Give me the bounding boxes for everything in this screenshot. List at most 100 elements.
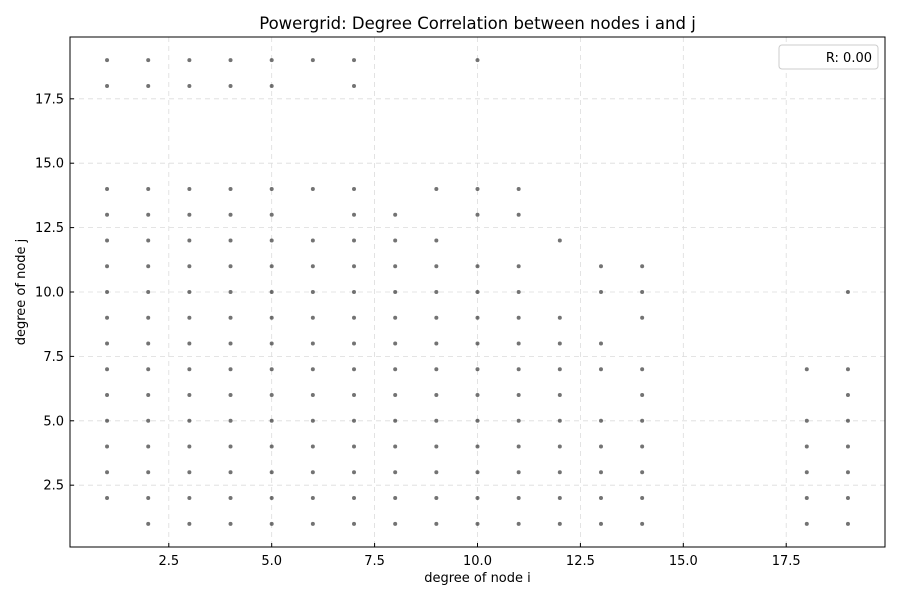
data-point — [269, 496, 274, 501]
data-point — [393, 444, 398, 449]
data-point — [598, 496, 603, 501]
data-point — [310, 521, 315, 526]
data-point — [434, 264, 439, 269]
y-tick-label: 15.0 — [35, 157, 64, 172]
data-point — [146, 58, 151, 63]
data-point — [187, 341, 192, 346]
data-point — [434, 367, 439, 372]
data-point — [557, 521, 562, 526]
data-point — [187, 444, 192, 449]
data-point — [105, 444, 110, 449]
data-point — [393, 367, 398, 372]
data-point — [269, 521, 274, 526]
data-point — [393, 290, 398, 294]
x-axis-label: degree of node i — [424, 571, 531, 586]
data-point — [352, 444, 357, 449]
data-point — [269, 470, 274, 475]
data-point — [516, 341, 521, 346]
y-tick-label: 7.5 — [43, 350, 64, 365]
data-point — [845, 393, 850, 398]
y-tick-label: 17.5 — [35, 92, 64, 107]
data-point — [269, 393, 274, 398]
data-point — [352, 470, 357, 475]
data-point — [640, 264, 645, 269]
data-point — [352, 367, 357, 372]
legend-box — [778, 44, 879, 70]
data-point — [146, 238, 151, 243]
data-point — [352, 290, 357, 294]
data-point — [475, 186, 480, 191]
data-point — [228, 444, 233, 449]
x-tick-label: 2.5 — [158, 554, 179, 569]
data-point — [310, 238, 315, 243]
data-point — [434, 470, 439, 475]
data-point — [310, 496, 315, 501]
data-point — [434, 290, 439, 294]
data-point — [187, 83, 192, 88]
data-point — [310, 290, 315, 294]
data-point — [434, 186, 439, 191]
data-point — [393, 341, 398, 346]
data-point — [557, 238, 562, 243]
data-point — [105, 367, 110, 372]
data-point — [598, 367, 603, 372]
data-point — [269, 444, 274, 449]
data-point — [393, 393, 398, 398]
legend: R: 0.00 — [778, 44, 879, 70]
x-tick-label: 7.5 — [364, 554, 385, 569]
data-point — [475, 418, 480, 423]
data-point — [475, 315, 480, 320]
data-point — [105, 264, 110, 269]
data-point — [187, 58, 192, 63]
data-point — [475, 367, 480, 372]
data-point — [845, 418, 850, 423]
grid-lines — [70, 37, 885, 547]
chart-title: Powergrid: Degree Correlation between no… — [259, 14, 696, 33]
data-point — [557, 444, 562, 449]
data-point — [475, 58, 480, 63]
data-point — [269, 83, 274, 88]
data-point — [228, 393, 233, 398]
data-point — [352, 264, 357, 269]
data-point — [146, 290, 151, 294]
data-point — [516, 444, 521, 449]
data-point — [146, 393, 151, 398]
data-point — [845, 521, 850, 526]
data-point — [352, 58, 357, 63]
data-point — [269, 212, 274, 217]
data-point — [557, 496, 562, 501]
data-point — [516, 470, 521, 475]
data-point — [228, 521, 233, 526]
data-point — [269, 264, 274, 269]
data-point — [105, 58, 110, 63]
data-point — [598, 470, 603, 475]
data-point — [393, 521, 398, 526]
data-points — [105, 58, 850, 526]
data-point — [269, 367, 274, 372]
axis-ticks: 2.5 5.0 7.5 10.0 12.5 15.0 17.5 2.5 5.0 7.5 10.0 12… — [35, 92, 801, 569]
data-point — [598, 444, 603, 449]
data-point — [269, 418, 274, 423]
data-point — [640, 367, 645, 372]
data-point — [475, 521, 480, 526]
data-point — [228, 238, 233, 243]
data-point — [393, 212, 398, 217]
data-point — [228, 341, 233, 346]
data-point — [228, 470, 233, 475]
data-point — [269, 341, 274, 346]
data-point — [475, 470, 480, 475]
data-point — [187, 264, 192, 269]
data-point — [310, 186, 315, 191]
data-point — [804, 521, 809, 526]
data-point — [105, 212, 110, 217]
data-point — [146, 367, 151, 372]
data-point — [310, 264, 315, 269]
data-point — [105, 341, 110, 346]
legend-label: R: 0.00 — [826, 51, 872, 66]
data-point — [804, 444, 809, 449]
data-point — [393, 418, 398, 423]
data-point — [804, 496, 809, 501]
data-point — [310, 367, 315, 372]
